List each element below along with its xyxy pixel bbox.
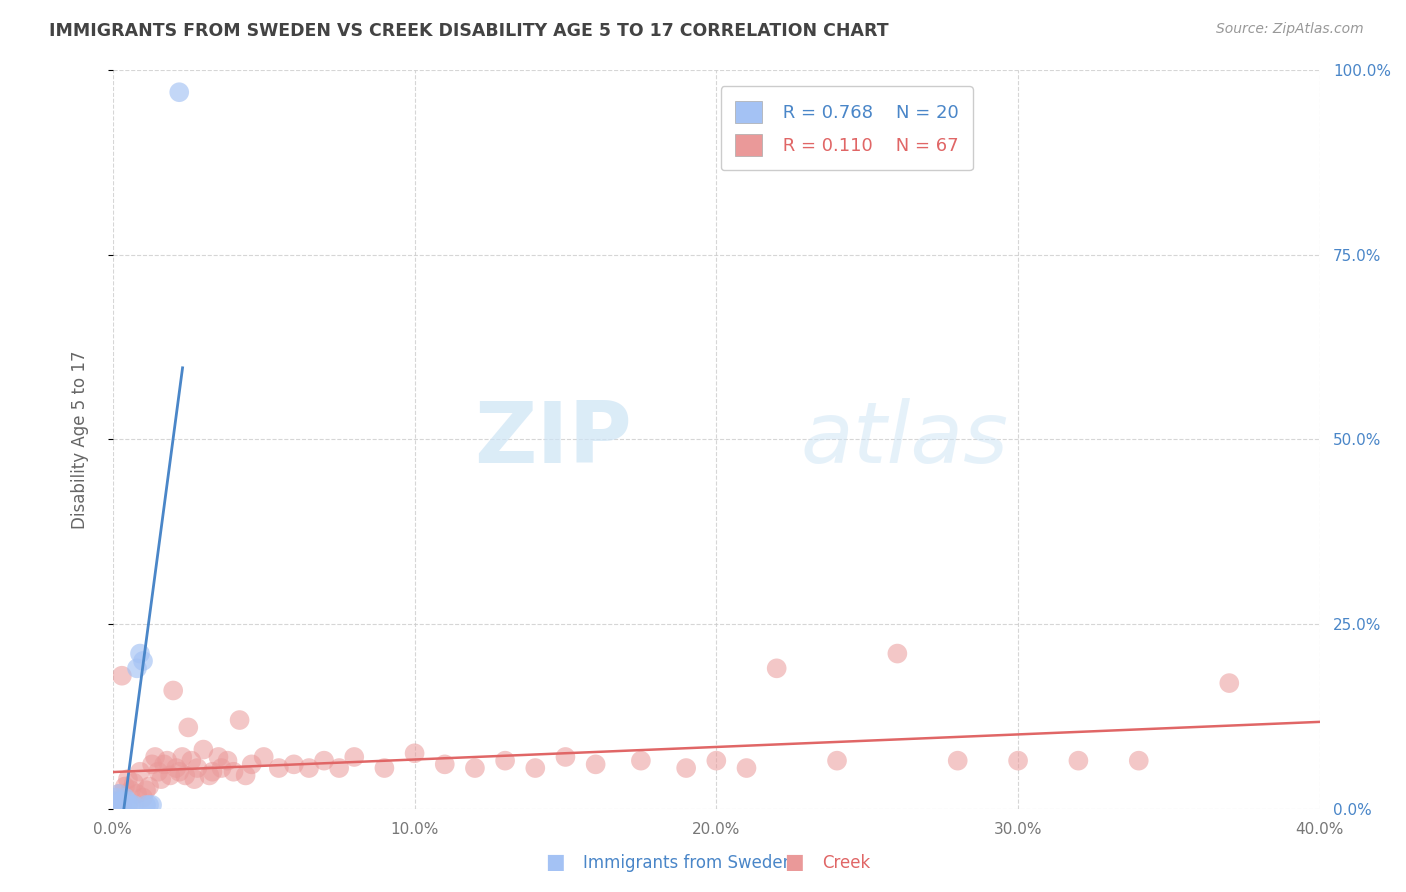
Point — [704, 754, 727, 768]
Point — [103, 797, 125, 812]
Text: ■: ■ — [785, 853, 804, 872]
Text: ZIP: ZIP — [474, 398, 631, 481]
Point — [207, 750, 229, 764]
Point — [153, 757, 176, 772]
Point — [108, 787, 131, 801]
Point — [120, 797, 142, 812]
Point — [253, 750, 276, 764]
Point — [201, 764, 224, 779]
Point — [162, 683, 184, 698]
Point — [129, 764, 152, 779]
Point — [135, 783, 157, 797]
Point — [114, 790, 136, 805]
Point — [132, 654, 155, 668]
Point — [167, 85, 190, 99]
Point — [1007, 754, 1029, 768]
Point — [343, 750, 366, 764]
Point — [117, 772, 139, 786]
Text: Source: ZipAtlas.com: Source: ZipAtlas.com — [1216, 22, 1364, 37]
Point — [193, 742, 215, 756]
Point — [108, 797, 131, 812]
Point — [111, 669, 134, 683]
Point — [120, 783, 142, 797]
Point — [825, 754, 848, 768]
Point — [267, 761, 290, 775]
Point — [222, 764, 245, 779]
Point — [240, 757, 263, 772]
Point — [104, 794, 127, 808]
Point — [735, 761, 758, 775]
Point — [433, 757, 456, 772]
Point — [156, 754, 179, 768]
Point — [464, 761, 486, 775]
Point — [150, 772, 173, 786]
Point — [108, 787, 131, 801]
Point — [167, 764, 190, 779]
Point — [114, 797, 136, 812]
Point — [172, 750, 194, 764]
Y-axis label: Disability Age 5 to 17: Disability Age 5 to 17 — [72, 351, 89, 529]
Point — [104, 794, 127, 808]
Point — [1067, 754, 1090, 768]
Point — [524, 761, 547, 775]
Point — [675, 761, 697, 775]
Point — [183, 772, 205, 786]
Point — [117, 794, 139, 808]
Point — [174, 768, 197, 782]
Point — [135, 797, 157, 812]
Point — [141, 797, 163, 812]
Point — [328, 761, 350, 775]
Text: Creek: Creek — [823, 855, 870, 872]
Point — [283, 757, 305, 772]
Point — [159, 768, 181, 782]
Point — [298, 761, 321, 775]
Point — [143, 750, 166, 764]
Point — [217, 754, 239, 768]
Point — [125, 787, 148, 801]
Point — [117, 797, 139, 812]
Point — [125, 661, 148, 675]
Point — [180, 754, 202, 768]
Point — [765, 661, 787, 675]
Point — [129, 647, 152, 661]
Point — [494, 754, 516, 768]
Point — [312, 754, 335, 768]
Point — [165, 761, 187, 775]
Point — [138, 780, 160, 794]
Point — [141, 757, 163, 772]
Text: Immigrants from Sweden: Immigrants from Sweden — [583, 855, 793, 872]
Text: ■: ■ — [546, 853, 565, 872]
Point — [114, 780, 136, 794]
Point — [104, 790, 127, 805]
Point — [1128, 754, 1150, 768]
Point — [373, 761, 395, 775]
Point — [886, 647, 908, 661]
Point — [138, 797, 160, 812]
Point — [117, 797, 139, 812]
Point — [132, 790, 155, 805]
Point — [186, 761, 208, 775]
Point — [630, 754, 652, 768]
Point — [946, 754, 969, 768]
Point — [228, 713, 250, 727]
Point — [146, 764, 169, 779]
Point — [404, 746, 426, 760]
Point — [111, 797, 134, 812]
Point — [1218, 676, 1240, 690]
Legend:  R = 0.768    N = 20,  R = 0.110    N = 67: R = 0.768 N = 20, R = 0.110 N = 67 — [721, 87, 973, 170]
Point — [122, 776, 145, 790]
Point — [198, 768, 221, 782]
Point — [554, 750, 576, 764]
Point — [585, 757, 607, 772]
Text: IMMIGRANTS FROM SWEDEN VS CREEK DISABILITY AGE 5 TO 17 CORRELATION CHART: IMMIGRANTS FROM SWEDEN VS CREEK DISABILI… — [49, 22, 889, 40]
Point — [122, 797, 145, 812]
Point — [177, 720, 200, 734]
Point — [111, 797, 134, 812]
Point — [111, 794, 134, 808]
Point — [211, 761, 233, 775]
Text: atlas: atlas — [801, 398, 1010, 481]
Point — [235, 768, 257, 782]
